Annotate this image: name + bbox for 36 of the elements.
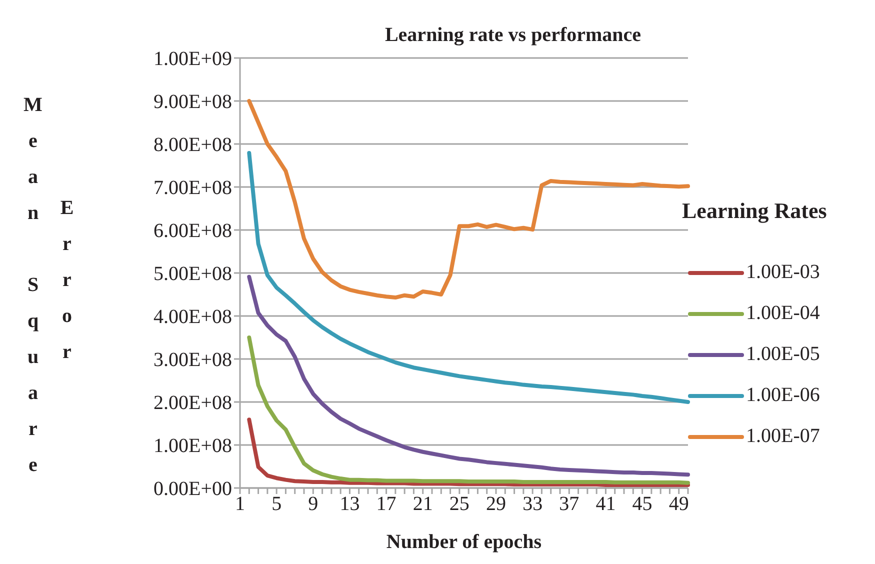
y-tick-label: 1.00E+08 (154, 435, 232, 458)
y-tick-label: 8.00E+08 (154, 134, 232, 156)
y-tick-label: 4.00E+08 (154, 306, 232, 328)
chart-title: Learning rate vs performance (384, 24, 642, 47)
x-tick-label: 25 (449, 493, 470, 516)
y-tick-label: 5.00E+08 (154, 263, 232, 286)
y-tick-label: 6.00E+08 (154, 220, 232, 242)
x-tick-label: 41 (596, 493, 616, 516)
legend-label: 1.00E-07 (746, 425, 820, 448)
y-tick-label: 7.00E+08 (154, 177, 232, 200)
y-tick-label: 9.00E+08 (154, 91, 232, 114)
x-tick-label: 29 (486, 493, 506, 516)
legend-title: Learning Rates (682, 198, 827, 224)
legend-label: 1.00E-06 (746, 384, 820, 407)
x-tick-label: 37 (559, 493, 580, 516)
y-tick-label: 0.00E+00 (154, 478, 232, 500)
x-tick-label: 5 (272, 493, 282, 516)
y-tick-label: 3.00E+08 (154, 349, 232, 372)
legend-label: 1.00E-03 (746, 261, 820, 284)
x-tick-label: 9 (308, 493, 318, 516)
legend-label: 1.00E-05 (746, 343, 820, 366)
x-tick-label: 33 (522, 493, 543, 516)
x-axis-title: Number of epochs (386, 531, 542, 553)
x-tick-label: 21 (412, 493, 433, 516)
x-tick-label: 49 (668, 493, 689, 516)
y-axis-title: Mean Square Error (22, 94, 78, 490)
x-tick-label: 13 (340, 493, 360, 516)
line-series (247, 274, 690, 477)
legend-label: 1.00E-04 (746, 302, 820, 325)
x-tick-label: 45 (632, 493, 652, 516)
line-series (247, 336, 690, 485)
x-tick-label: 1 (235, 493, 245, 516)
line-series (247, 418, 690, 487)
x-tick-label: 17 (376, 493, 396, 516)
y-tick-label: 1.00E+09 (154, 48, 232, 70)
y-tick-label: 2.00E+08 (154, 392, 232, 414)
